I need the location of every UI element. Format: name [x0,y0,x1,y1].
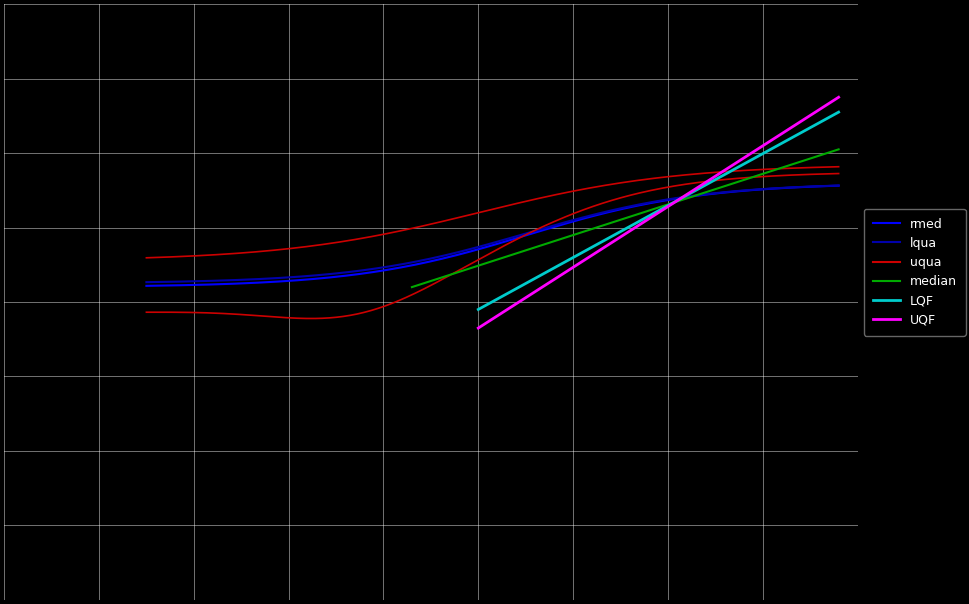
Legend: rmed, lqua, uqua, median, LQF, UQF: rmed, lqua, uqua, median, LQF, UQF [863,209,965,336]
